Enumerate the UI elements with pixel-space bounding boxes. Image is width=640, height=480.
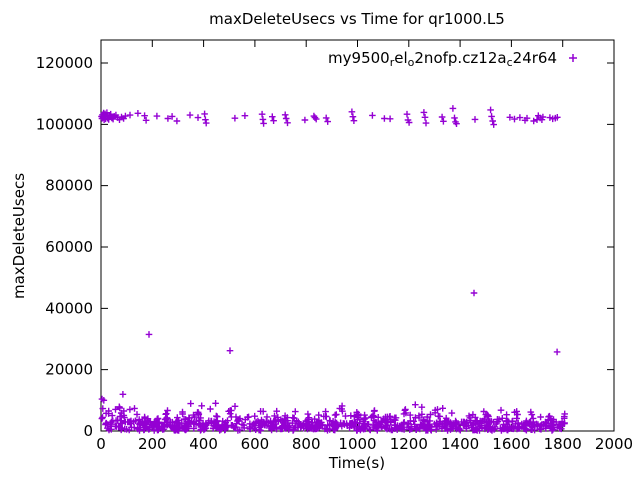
y-tick-label: 40000 — [45, 299, 93, 317]
y-tick-label: 0 — [83, 422, 93, 440]
y-tick-label: 120000 — [36, 54, 93, 72]
y-axis-label: maxDeleteUsecs — [10, 173, 28, 299]
x-tick-label: 200 — [138, 435, 167, 453]
x-tick-label: 1600 — [492, 435, 530, 453]
scatter-points — [98, 105, 568, 434]
y-tick-label: 20000 — [45, 361, 93, 379]
x-tick-label: 0 — [96, 435, 106, 453]
y-tick-label: 80000 — [45, 177, 93, 195]
x-axis-label: Time(s) — [328, 454, 385, 472]
x-tick-label: 1400 — [441, 435, 479, 453]
plot-border — [100, 39, 615, 432]
x-tick-label: 400 — [189, 435, 218, 453]
legend-marker-plus-icon — [569, 54, 577, 62]
y-axis-tick-labels: 0 20000 40000 60000 80000 100000 120000 — [36, 54, 93, 440]
x-axis-tick-labels: 0 200 400 600 800 1000 1200 1400 1600 1800 2000 — [96, 435, 633, 453]
x-tick-label: 1800 — [544, 435, 582, 453]
plot-area: 0 200 400 600 800 1000 1200 1400 1600 1800 2000020… — [36, 39, 633, 453]
x-tick-label: 1000 — [338, 435, 376, 453]
chart-title: maxDeleteUsecs vs Time for qr1000.L5 — [209, 10, 505, 28]
x-axis-ticks — [100, 40, 615, 431]
x-tick-label: 800 — [292, 435, 321, 453]
y-tick-label: 100000 — [36, 115, 93, 133]
legend-label: my9500relo2nofp.cz12ac24r64 — [328, 49, 557, 69]
x-tick-label: 1200 — [390, 435, 428, 453]
legend: my9500relo2nofp.cz12ac24r64 — [328, 49, 577, 69]
x-tick-label: 600 — [241, 435, 270, 453]
y-tick-label: 60000 — [45, 238, 93, 256]
x-tick-label: 2000 — [595, 435, 633, 453]
